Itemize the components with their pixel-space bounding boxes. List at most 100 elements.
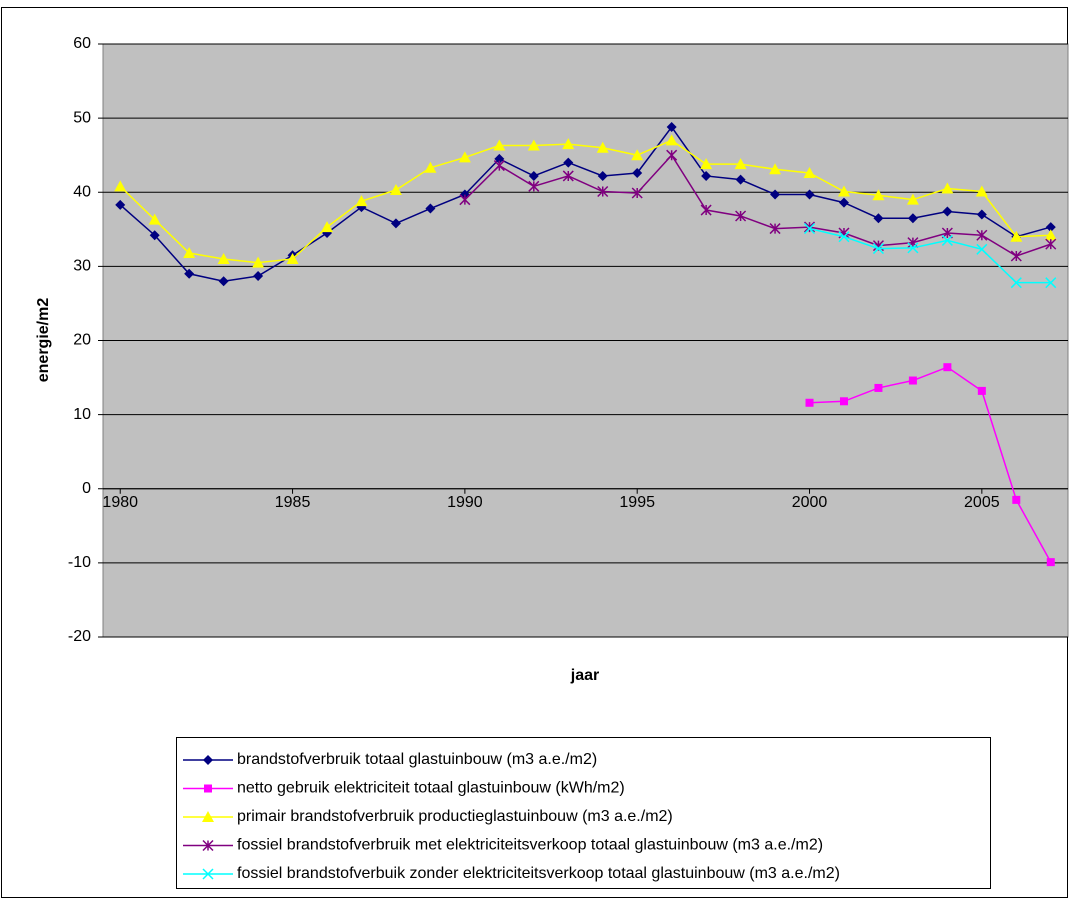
marker bbox=[631, 187, 643, 199]
marker bbox=[837, 185, 850, 197]
marker bbox=[459, 194, 471, 206]
x-tick-label: 1985 bbox=[275, 494, 311, 511]
marker bbox=[872, 189, 885, 201]
y-tick-label: 20 bbox=[73, 332, 91, 349]
marker bbox=[217, 252, 230, 264]
marker bbox=[734, 158, 747, 170]
marker bbox=[976, 209, 987, 220]
legend-label: netto gebruik elektriciteit totaal glast… bbox=[237, 780, 625, 797]
marker bbox=[942, 206, 953, 217]
marker bbox=[805, 398, 814, 407]
legend-marker bbox=[202, 839, 214, 852]
marker bbox=[1045, 222, 1056, 233]
marker bbox=[148, 213, 161, 225]
legend-label: brandstofverbruik totaal glastuinbouw (m… bbox=[237, 751, 597, 768]
marker bbox=[975, 185, 988, 197]
marker bbox=[976, 229, 988, 241]
marker bbox=[494, 153, 505, 164]
series-line bbox=[119, 125, 1051, 282]
legend-marker bbox=[202, 811, 214, 822]
marker bbox=[976, 243, 988, 255]
marker bbox=[700, 204, 712, 216]
marker bbox=[218, 276, 229, 287]
marker bbox=[458, 151, 471, 163]
series-line bbox=[119, 139, 1051, 264]
x-tick-label: 2000 bbox=[792, 494, 828, 511]
marker bbox=[701, 170, 712, 181]
marker bbox=[769, 163, 782, 175]
marker bbox=[1010, 277, 1022, 289]
marker bbox=[425, 203, 436, 214]
marker bbox=[803, 221, 816, 233]
legend-label: fossiel brandstofverbruik met elektricit… bbox=[237, 837, 823, 854]
legend-label: primair brandstofverbruik productieglast… bbox=[237, 808, 673, 825]
marker bbox=[527, 139, 540, 151]
marker bbox=[183, 247, 196, 259]
y-tick-label: -10 bbox=[68, 554, 91, 571]
marker bbox=[596, 141, 609, 153]
marker bbox=[632, 167, 643, 178]
x-axis-label: jaar bbox=[570, 667, 599, 684]
y-tick-label: 30 bbox=[73, 258, 91, 275]
x-tick-label: 1980 bbox=[102, 494, 138, 511]
marker bbox=[941, 182, 954, 194]
marker bbox=[872, 243, 884, 255]
y-tick-label: 0 bbox=[82, 480, 91, 497]
marker bbox=[839, 397, 848, 406]
series-line bbox=[809, 227, 1051, 284]
legend-label: fossiel brandstofverbuik zonder elektric… bbox=[237, 865, 840, 882]
x-tick-label: 1995 bbox=[619, 494, 655, 511]
legend-marker bbox=[203, 755, 213, 765]
marker bbox=[562, 138, 575, 150]
marker bbox=[735, 210, 747, 222]
marker bbox=[907, 213, 918, 224]
marker bbox=[1010, 230, 1023, 242]
y-tick-label: 60 bbox=[73, 35, 91, 52]
marker bbox=[115, 199, 126, 210]
marker bbox=[1045, 277, 1057, 289]
marker bbox=[907, 242, 919, 254]
marker bbox=[1010, 250, 1022, 262]
marker bbox=[528, 180, 540, 192]
marker bbox=[907, 237, 919, 249]
marker bbox=[700, 158, 713, 170]
x-tick-label: 2005 bbox=[964, 494, 1000, 511]
series-line bbox=[809, 366, 1052, 563]
marker bbox=[874, 383, 883, 392]
marker bbox=[321, 221, 334, 233]
marker bbox=[1046, 558, 1055, 567]
marker bbox=[631, 149, 644, 161]
marker bbox=[666, 149, 678, 161]
marker bbox=[803, 166, 816, 178]
marker bbox=[906, 193, 919, 205]
marker bbox=[252, 256, 265, 268]
marker bbox=[528, 170, 539, 181]
legend-marker bbox=[204, 784, 212, 793]
marker bbox=[804, 189, 815, 200]
marker bbox=[184, 268, 195, 279]
y-tick-label: 40 bbox=[73, 183, 91, 200]
marker bbox=[1045, 238, 1057, 250]
marker bbox=[666, 122, 677, 133]
marker bbox=[597, 170, 608, 181]
marker bbox=[803, 223, 816, 235]
marker bbox=[908, 376, 917, 385]
marker bbox=[390, 218, 401, 229]
series-line bbox=[464, 153, 1052, 257]
y-tick-label: -20 bbox=[68, 628, 91, 645]
marker bbox=[149, 230, 160, 241]
marker bbox=[114, 180, 127, 192]
marker bbox=[389, 184, 402, 196]
marker bbox=[1044, 229, 1057, 241]
marker bbox=[493, 139, 506, 151]
marker bbox=[1012, 495, 1021, 504]
marker bbox=[355, 195, 368, 207]
marker bbox=[424, 161, 437, 173]
marker bbox=[562, 170, 574, 182]
marker bbox=[493, 160, 505, 172]
marker bbox=[977, 386, 986, 395]
marker bbox=[735, 174, 746, 185]
marker bbox=[770, 189, 781, 200]
y-axis-label: energie/m2 bbox=[35, 298, 52, 383]
